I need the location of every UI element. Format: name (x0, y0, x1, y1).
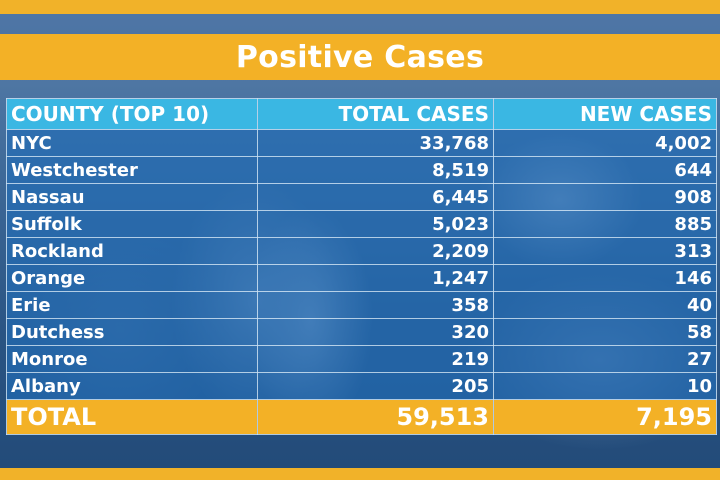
total-cases-sum: 59,513 (257, 399, 494, 435)
county-cell: Westchester (6, 156, 258, 184)
new-cases-cell: 885 (493, 210, 717, 238)
column-header-new-cases: NEW CASES (493, 98, 717, 130)
total-cases-cell: 219 (257, 345, 494, 373)
top-strip (0, 14, 720, 34)
county-cell: Erie (6, 291, 258, 319)
column-header-total-cases: TOTAL CASES (257, 98, 494, 130)
column-header-county: COUNTY (TOP 10) (6, 98, 258, 130)
county-cell: NYC (6, 129, 258, 157)
new-cases-cell: 10 (493, 372, 717, 400)
header-row: COUNTY (TOP 10) TOTAL CASES NEW CASES (6, 98, 717, 130)
table-row: Erie 358 40 (6, 291, 717, 319)
new-cases-sum: 7,195 (493, 399, 717, 435)
total-cases-cell: 5,023 (257, 210, 494, 238)
new-cases-cell: 27 (493, 345, 717, 373)
table-row: Orange 1,247 146 (6, 264, 717, 292)
new-cases-cell: 644 (493, 156, 717, 184)
total-cases-cell: 320 (257, 318, 494, 346)
table-row: NYC 33,768 4,002 (6, 129, 717, 157)
county-cell: Albany (6, 372, 258, 400)
table-row: Dutchess 320 58 (6, 318, 717, 346)
table-row: Suffolk 5,023 885 (6, 210, 717, 238)
total-cases-cell: 6,445 (257, 183, 494, 211)
total-cases-cell: 358 (257, 291, 494, 319)
county-cell: Dutchess (6, 318, 258, 346)
total-cases-cell: 8,519 (257, 156, 494, 184)
total-cases-cell: 1,247 (257, 264, 494, 292)
total-row: TOTAL 59,513 7,195 (6, 399, 717, 435)
table-row: Albany 205 10 (6, 372, 717, 400)
total-cases-cell: 2,209 (257, 237, 494, 265)
county-cell: Monroe (6, 345, 258, 373)
new-cases-cell: 58 (493, 318, 717, 346)
county-cell: Suffolk (6, 210, 258, 238)
table-row: Rockland 2,209 313 (6, 237, 717, 265)
new-cases-cell: 908 (493, 183, 717, 211)
title-band: Positive Cases (0, 34, 720, 80)
bottom-accent-bar (0, 468, 720, 480)
page-title: Positive Cases (235, 39, 485, 75)
table-row: Monroe 219 27 (6, 345, 717, 373)
new-cases-cell: 146 (493, 264, 717, 292)
new-cases-cell: 313 (493, 237, 717, 265)
cases-table: COUNTY (TOP 10) TOTAL CASES NEW CASES NY… (6, 98, 717, 435)
new-cases-cell: 40 (493, 291, 717, 319)
table-row: Westchester 8,519 644 (6, 156, 717, 184)
county-cell: Orange (6, 264, 258, 292)
top-accent-bar (0, 0, 720, 14)
table-row: Nassau 6,445 908 (6, 183, 717, 211)
total-label: TOTAL (6, 399, 258, 435)
new-cases-cell: 4,002 (493, 129, 717, 157)
total-cases-cell: 33,768 (257, 129, 494, 157)
county-cell: Rockland (6, 237, 258, 265)
total-cases-cell: 205 (257, 372, 494, 400)
county-cell: Nassau (6, 183, 258, 211)
